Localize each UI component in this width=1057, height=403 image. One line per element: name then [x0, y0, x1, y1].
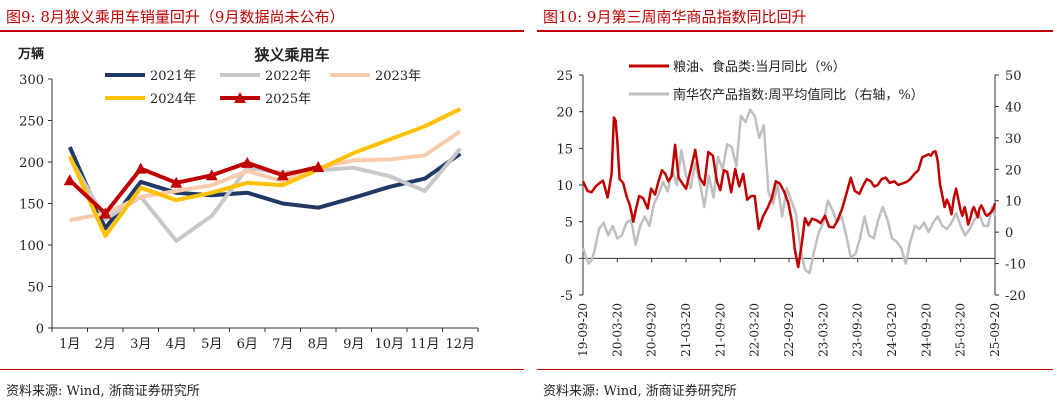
y-tick-label: 50	[27, 281, 44, 296]
legend-label-2025年: 2025年	[265, 92, 311, 107]
legend-label-2024年: 2024年	[150, 92, 196, 107]
x-tick-label: 11月	[410, 337, 440, 352]
figure-9-source: 资料来源: Wind, 浙商证券研究所	[6, 384, 200, 399]
series-line-2022年	[68, 147, 462, 243]
series-line-2021年	[67, 146, 462, 231]
data-point-2025年	[134, 162, 147, 174]
data-point-2025年	[241, 156, 254, 168]
left-y-tick-label: 25	[556, 69, 573, 84]
figure-9-title: 图9: 8月狭义乘用车销量回升（9月数据尚未公布）	[6, 8, 345, 26]
x-tick-label: 19-09-20	[576, 303, 590, 357]
legend-label-0: 粮油、食品类:当月同比（%）	[673, 59, 846, 75]
right-y-tick-label: -20	[1005, 289, 1026, 304]
footer-rule	[0, 369, 524, 370]
x-tick-label: 24-09-20	[919, 303, 933, 357]
x-tick-label: 1月	[59, 337, 80, 352]
y-tick-label: 200	[19, 156, 44, 171]
right-y-tick-label: 10	[1005, 195, 1022, 210]
x-tick-label: 8月	[308, 337, 329, 352]
x-tick-label: 9月	[343, 337, 364, 352]
panel-figure-10: 图10: 9月第三周南华商品指数同比回升 -5 0 5 10 15 20 25 -20 -10 0…	[537, 0, 1057, 403]
legend-label-2022年: 2022年	[265, 69, 311, 84]
left-y-tick-label: 0	[565, 252, 573, 267]
y-tick-label: 0	[36, 322, 44, 337]
legend-label-1: 南华农产品指数:周平均值同比（右轴，%）	[673, 87, 924, 103]
left-y-tick-label: 15	[556, 142, 573, 157]
x-tick-label: 24-03-20	[885, 303, 899, 357]
x-tick-label: 25-09-20	[988, 303, 1002, 357]
x-tick-label: 12月	[445, 337, 475, 352]
y-tick-label: 250	[19, 115, 44, 130]
figure-10-title: 图10: 9月第三周南华商品指数同比回升	[543, 8, 807, 26]
footer-rule	[537, 369, 1053, 370]
data-point-2025年	[205, 169, 218, 181]
legend-marker-2025年	[234, 92, 246, 103]
right-y-tick-label: 0	[1005, 226, 1013, 241]
legend-label-2021年: 2021年	[150, 69, 196, 84]
series-line-right	[581, 108, 997, 275]
title-rule	[537, 30, 1053, 32]
left-y-tick-label: 10	[556, 179, 573, 194]
legend-label-2023年: 2023年	[375, 69, 421, 84]
figure-10-source: 资料来源: Wind, 浙商证券研究所	[543, 384, 737, 399]
right-y-tick-label: 30	[1005, 132, 1022, 147]
right-y-tick-label: 20	[1005, 163, 1022, 178]
series-line-2024年	[67, 107, 462, 238]
x-tick-label: 4月	[166, 337, 187, 352]
x-tick-label: 22-09-20	[782, 303, 796, 357]
right-y-tick-label: -10	[1005, 258, 1026, 273]
x-tick-label: 20-09-20	[645, 303, 659, 357]
x-tick-label: 22-03-20	[748, 303, 762, 357]
series-line-left	[581, 116, 997, 269]
x-tick-label: 21-09-20	[713, 303, 727, 357]
panel-figure-9: 图9: 8月狭义乘用车销量回升（9月数据尚未公布） 万辆 0 50 100 150 200…	[0, 0, 528, 403]
title-rule	[0, 30, 524, 32]
x-tick-label: 7月	[272, 337, 293, 352]
data-point-2025年	[312, 160, 325, 172]
x-tick-label: 2月	[95, 337, 116, 352]
data-point-2025年	[63, 174, 76, 186]
right-y-tick-label: 40	[1005, 100, 1022, 115]
y-tick-label: 150	[19, 198, 44, 213]
left-y-tick-label: -5	[560, 289, 573, 304]
x-tick-label: 23-03-20	[816, 303, 830, 357]
y-tick-label: 100	[19, 239, 44, 254]
x-tick-label: 5月	[201, 337, 222, 352]
data-point-2025年	[99, 207, 112, 219]
series-line-2025年	[68, 160, 319, 216]
series-line-2023年	[69, 129, 462, 223]
x-tick-label: 21-03-20	[679, 303, 693, 357]
x-tick-label: 3月	[130, 337, 151, 352]
right-y-tick-label: 50	[1005, 69, 1022, 84]
data-point-2025年	[170, 176, 183, 188]
car-sales-chart: 万辆 0 50 100 150 200 250 300 1月 2月 3月 4月 5月 6月 7月 8月 9月 10…	[17, 46, 479, 352]
y-tick-label: 300	[19, 73, 44, 88]
x-tick-label: 25-03-20	[954, 303, 968, 357]
left-y-tick-label: 20	[556, 106, 573, 121]
x-tick-label: 6月	[237, 337, 258, 352]
left-y-tick-label: 5	[565, 216, 573, 231]
x-tick-label: 23-09-20	[851, 303, 865, 357]
chart-title: 狭义乘用车	[253, 46, 329, 64]
y-axis-unit: 万辆	[17, 46, 44, 62]
x-tick-label: 20-03-20	[610, 303, 624, 357]
commodity-index-chart: -5 0 5 10 15 20 25 -20 -10 0 10 20 30 40 50 19-09-20 20-…	[556, 59, 1026, 357]
x-tick-label: 10月	[374, 337, 404, 352]
data-point-2025年	[276, 169, 289, 181]
